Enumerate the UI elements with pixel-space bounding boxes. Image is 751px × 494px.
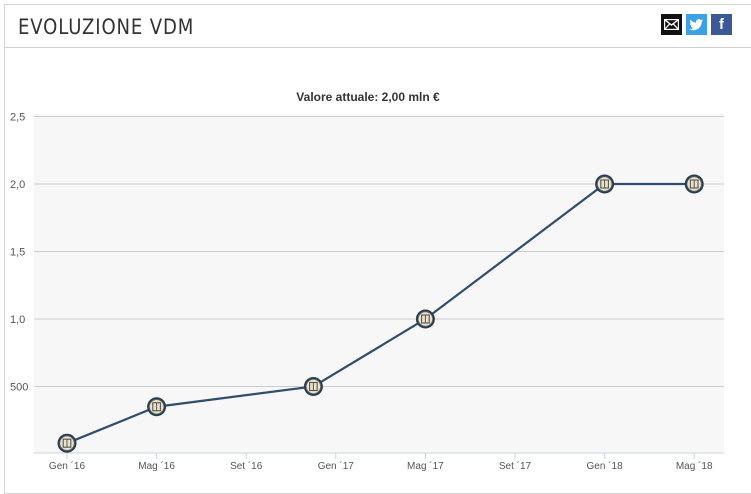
chart-title: Valore attuale: 2,00 mln €	[296, 90, 440, 104]
x-tick-label: Set ´17	[499, 460, 532, 472]
mail-icon	[664, 19, 679, 30]
data-point[interactable]	[147, 397, 167, 417]
x-tick-label: Mag ´17	[407, 460, 444, 472]
y-tick-label: 1,5	[10, 247, 25, 259]
y-tick-label: 2,5	[10, 112, 25, 124]
data-point[interactable]	[684, 174, 704, 194]
y-tick-label: 2,0	[10, 179, 25, 191]
facebook-icon: f	[719, 16, 724, 33]
x-tick-label: Gen ´18	[587, 460, 624, 472]
y-tick-label: 500	[10, 382, 28, 394]
x-tick-label: Gen ´16	[49, 460, 86, 472]
series-line	[66, 182, 695, 445]
x-tick-label: Set ´16	[230, 460, 263, 472]
chart-header: EVOLUZIONE VDM	[4, 4, 751, 48]
chart-svg: Valore attuale: 2,00 mln € 2,5 2,0 1,5 1,0 5…	[10, 90, 724, 472]
x-tick-label: Mag ´16	[138, 460, 175, 472]
data-point[interactable]	[303, 377, 323, 396]
facebook-share-button[interactable]: f	[711, 14, 732, 35]
plot-area	[34, 114, 724, 453]
data-point[interactable]	[595, 174, 615, 194]
data-point[interactable]	[415, 309, 435, 329]
page-title: EVOLUZIONE VDM	[18, 15, 195, 39]
x-tick-label: Mag ´18	[676, 460, 713, 472]
mail-share-button[interactable]	[661, 14, 682, 35]
y-tick-label: 1,0	[10, 314, 25, 326]
x-tick-label: Gen ´17	[318, 460, 355, 472]
data-point[interactable]	[57, 433, 77, 453]
twitter-share-button[interactable]	[686, 14, 707, 35]
twitter-icon	[689, 18, 704, 30]
